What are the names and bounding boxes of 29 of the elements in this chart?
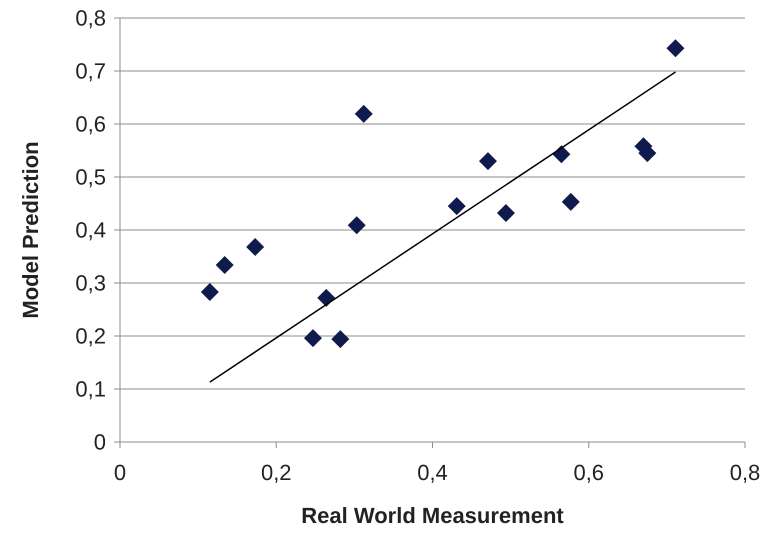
point [331, 330, 350, 348]
point [562, 192, 580, 211]
point [448, 197, 466, 216]
x-tick-label: 0,6 [573, 460, 604, 485]
x-tick-label: 0,8 [730, 460, 760, 485]
x-tick-label: 0 [114, 460, 126, 485]
y-tick-label: 0,2 [75, 324, 106, 349]
point [317, 288, 336, 307]
point [304, 329, 322, 348]
y-tick-label: 0,3 [75, 270, 106, 296]
x-axis-title: Real World Measurement [301, 503, 564, 528]
point [354, 104, 373, 123]
point [666, 39, 684, 58]
y-axis-title: Model Prediction [18, 141, 43, 319]
y-tick-label: 0,4 [75, 218, 106, 243]
y-tick-label: 0,7 [75, 58, 106, 84]
y-tick-label: 0,6 [75, 112, 106, 137]
y-tick-label: 0 [94, 430, 106, 455]
point [216, 256, 234, 274]
y-tick-label: 0,5 [75, 164, 106, 190]
x-tick-label: 0,2 [260, 460, 292, 485]
point [200, 283, 219, 302]
y-tick-label: 0,1 [75, 376, 106, 402]
point [246, 238, 264, 256]
point [478, 152, 497, 170]
x-tick-label: 0,4 [417, 460, 448, 485]
y-tick-label: 0,8 [75, 6, 106, 31]
point [348, 216, 366, 234]
point [496, 204, 515, 222]
